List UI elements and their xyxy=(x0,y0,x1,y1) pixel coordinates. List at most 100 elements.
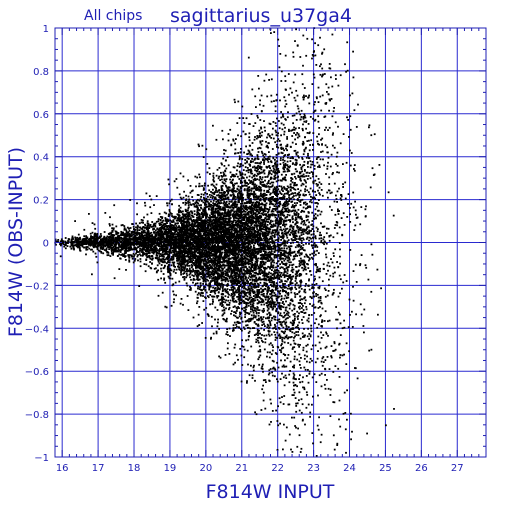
data-point xyxy=(174,228,176,230)
data-point xyxy=(160,246,163,249)
data-point xyxy=(116,232,119,234)
data-point xyxy=(163,243,166,246)
data-point xyxy=(142,236,144,238)
data-point xyxy=(150,231,153,234)
data-point xyxy=(182,258,184,260)
data-point xyxy=(202,295,204,297)
data-point xyxy=(139,236,142,239)
data-point xyxy=(114,240,117,243)
data-point xyxy=(224,149,227,152)
data-point xyxy=(171,247,174,249)
data-point xyxy=(168,230,171,232)
data-point xyxy=(221,282,223,285)
data-point xyxy=(106,245,109,247)
data-point xyxy=(219,284,221,287)
data-point xyxy=(180,298,183,300)
data-point xyxy=(227,284,230,287)
data-point xyxy=(154,239,157,242)
data-point xyxy=(204,265,207,268)
data-point xyxy=(138,222,141,225)
data-point xyxy=(168,232,171,234)
data-point xyxy=(82,240,85,243)
data-point xyxy=(188,267,191,270)
data-point xyxy=(200,221,203,223)
data-point xyxy=(180,241,183,244)
data-point xyxy=(143,263,146,265)
data-point xyxy=(208,253,211,256)
data-point xyxy=(206,215,208,217)
data-point xyxy=(165,230,167,232)
data-point xyxy=(191,264,194,267)
data-point xyxy=(201,250,204,253)
data-point xyxy=(162,261,165,264)
data-point xyxy=(135,222,137,225)
data-point xyxy=(178,219,181,221)
data-point xyxy=(128,232,130,235)
data-point xyxy=(189,285,191,288)
data-point xyxy=(193,275,195,277)
data-point xyxy=(207,314,210,316)
data-point xyxy=(186,238,189,240)
data-point xyxy=(165,228,168,231)
data-point xyxy=(111,229,114,232)
data-point xyxy=(121,224,124,226)
data-point xyxy=(178,193,181,196)
data-point xyxy=(230,204,233,207)
data-point xyxy=(77,242,80,245)
data-point xyxy=(200,248,202,251)
data-point xyxy=(150,243,153,246)
data-point xyxy=(204,289,207,291)
data-point xyxy=(212,238,215,241)
data-point xyxy=(228,257,231,260)
data-point xyxy=(187,232,190,235)
data-point xyxy=(198,173,201,176)
data-point xyxy=(174,237,177,240)
data-point xyxy=(114,248,116,250)
data-point xyxy=(212,172,215,175)
data-point xyxy=(210,221,213,223)
data-point xyxy=(202,221,205,224)
data-point xyxy=(147,265,150,268)
data-point xyxy=(125,243,127,246)
data-point xyxy=(196,255,198,257)
data-point xyxy=(215,216,218,219)
data-point xyxy=(175,294,177,297)
data-point xyxy=(179,237,181,240)
data-point xyxy=(158,255,161,257)
data-point xyxy=(207,251,210,254)
data-point xyxy=(194,222,196,224)
data-point xyxy=(166,241,169,243)
data-point xyxy=(227,342,229,345)
data-point xyxy=(208,223,211,226)
data-point xyxy=(229,335,231,337)
data-point xyxy=(211,267,213,270)
data-point xyxy=(64,244,67,247)
data-point xyxy=(194,256,196,258)
data-point xyxy=(186,227,189,230)
data-point xyxy=(134,228,137,231)
data-point xyxy=(199,271,202,274)
data-point xyxy=(123,255,126,258)
data-point xyxy=(201,211,203,214)
data-point xyxy=(147,240,150,242)
data-point xyxy=(220,185,223,188)
data-point xyxy=(174,242,177,245)
data-point xyxy=(205,283,207,286)
data-point xyxy=(214,318,216,321)
data-point xyxy=(188,221,191,224)
data-point xyxy=(217,287,219,289)
data-point xyxy=(204,255,207,258)
data-point xyxy=(170,245,172,248)
data-point xyxy=(201,259,203,262)
data-point xyxy=(111,234,113,237)
data-point xyxy=(110,240,113,242)
data-point xyxy=(156,227,159,230)
data-point xyxy=(221,217,224,220)
data-point xyxy=(191,246,193,249)
data-point xyxy=(165,306,168,309)
data-point xyxy=(198,232,201,235)
dataset-label: sagittarius_u37ga4 xyxy=(170,5,352,27)
data-point xyxy=(206,244,208,247)
data-point xyxy=(219,263,222,266)
data-point xyxy=(96,239,99,241)
